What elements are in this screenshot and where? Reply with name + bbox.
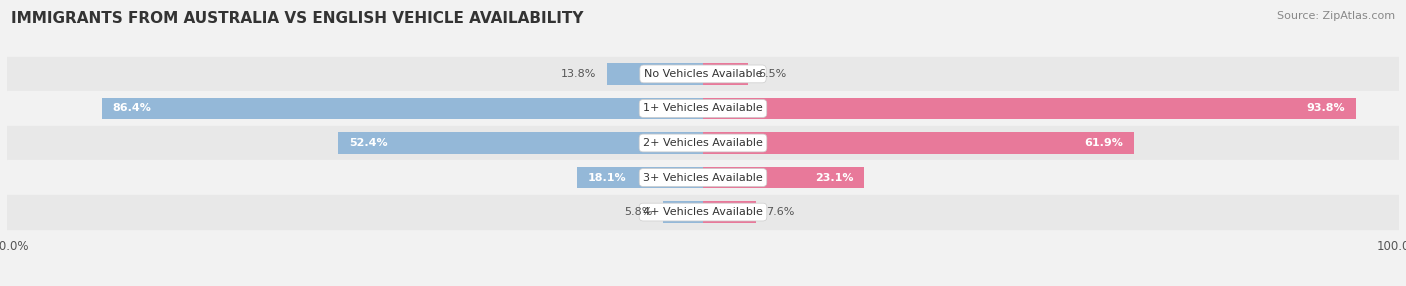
Bar: [339, 132, 703, 154]
Text: IMMIGRANTS FROM AUSTRALIA VS ENGLISH VEHICLE AVAILABILITY: IMMIGRANTS FROM AUSTRALIA VS ENGLISH VEH…: [11, 11, 583, 26]
Text: 13.8%: 13.8%: [561, 69, 596, 79]
Bar: [703, 201, 756, 223]
Text: 3+ Vehicles Available: 3+ Vehicles Available: [643, 172, 763, 182]
Bar: [7, 160, 1399, 195]
Text: 93.8%: 93.8%: [1306, 104, 1346, 114]
Bar: [662, 201, 703, 223]
Text: 52.4%: 52.4%: [349, 138, 388, 148]
Text: 18.1%: 18.1%: [588, 172, 626, 182]
Bar: [703, 167, 863, 188]
Text: 23.1%: 23.1%: [815, 172, 853, 182]
Bar: [703, 132, 1133, 154]
Bar: [7, 57, 1399, 91]
Text: 5.8%: 5.8%: [624, 207, 652, 217]
Text: 6.5%: 6.5%: [759, 69, 787, 79]
Text: 7.6%: 7.6%: [766, 207, 794, 217]
Text: 86.4%: 86.4%: [112, 104, 150, 114]
Bar: [101, 98, 703, 119]
Bar: [7, 126, 1399, 160]
Text: Source: ZipAtlas.com: Source: ZipAtlas.com: [1277, 11, 1395, 21]
Text: 2+ Vehicles Available: 2+ Vehicles Available: [643, 138, 763, 148]
Bar: [607, 63, 703, 85]
Text: No Vehicles Available: No Vehicles Available: [644, 69, 762, 79]
Bar: [7, 91, 1399, 126]
Bar: [7, 195, 1399, 229]
Text: 61.9%: 61.9%: [1084, 138, 1123, 148]
Text: 4+ Vehicles Available: 4+ Vehicles Available: [643, 207, 763, 217]
Bar: [703, 98, 1355, 119]
Text: 1+ Vehicles Available: 1+ Vehicles Available: [643, 104, 763, 114]
Bar: [703, 63, 748, 85]
Bar: [576, 167, 703, 188]
